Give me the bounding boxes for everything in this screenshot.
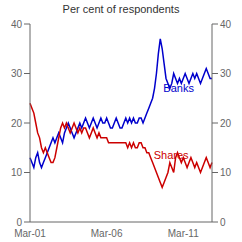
- svg-text:Banks: Banks: [163, 82, 194, 94]
- svg-text:0: 0: [220, 217, 226, 228]
- svg-text:0: 0: [16, 217, 22, 228]
- svg-text:30: 30: [11, 68, 23, 79]
- svg-text:Mar-06: Mar-06: [91, 228, 123, 239]
- svg-text:10: 10: [11, 167, 23, 178]
- svg-text:Mar-01: Mar-01: [14, 228, 46, 239]
- svg-text:40: 40: [220, 19, 232, 30]
- svg-text:Shares: Shares: [154, 149, 189, 161]
- svg-text:Mar-11: Mar-11: [168, 228, 199, 239]
- svg-text:10: 10: [220, 167, 232, 178]
- svg-text:20: 20: [220, 118, 232, 129]
- html-text:Per cent of respondents: Per cent of respondents: [62, 3, 180, 15]
- svg-text:20: 20: [11, 118, 23, 129]
- svg-text:30: 30: [220, 68, 232, 79]
- svg-text:40: 40: [11, 19, 23, 30]
